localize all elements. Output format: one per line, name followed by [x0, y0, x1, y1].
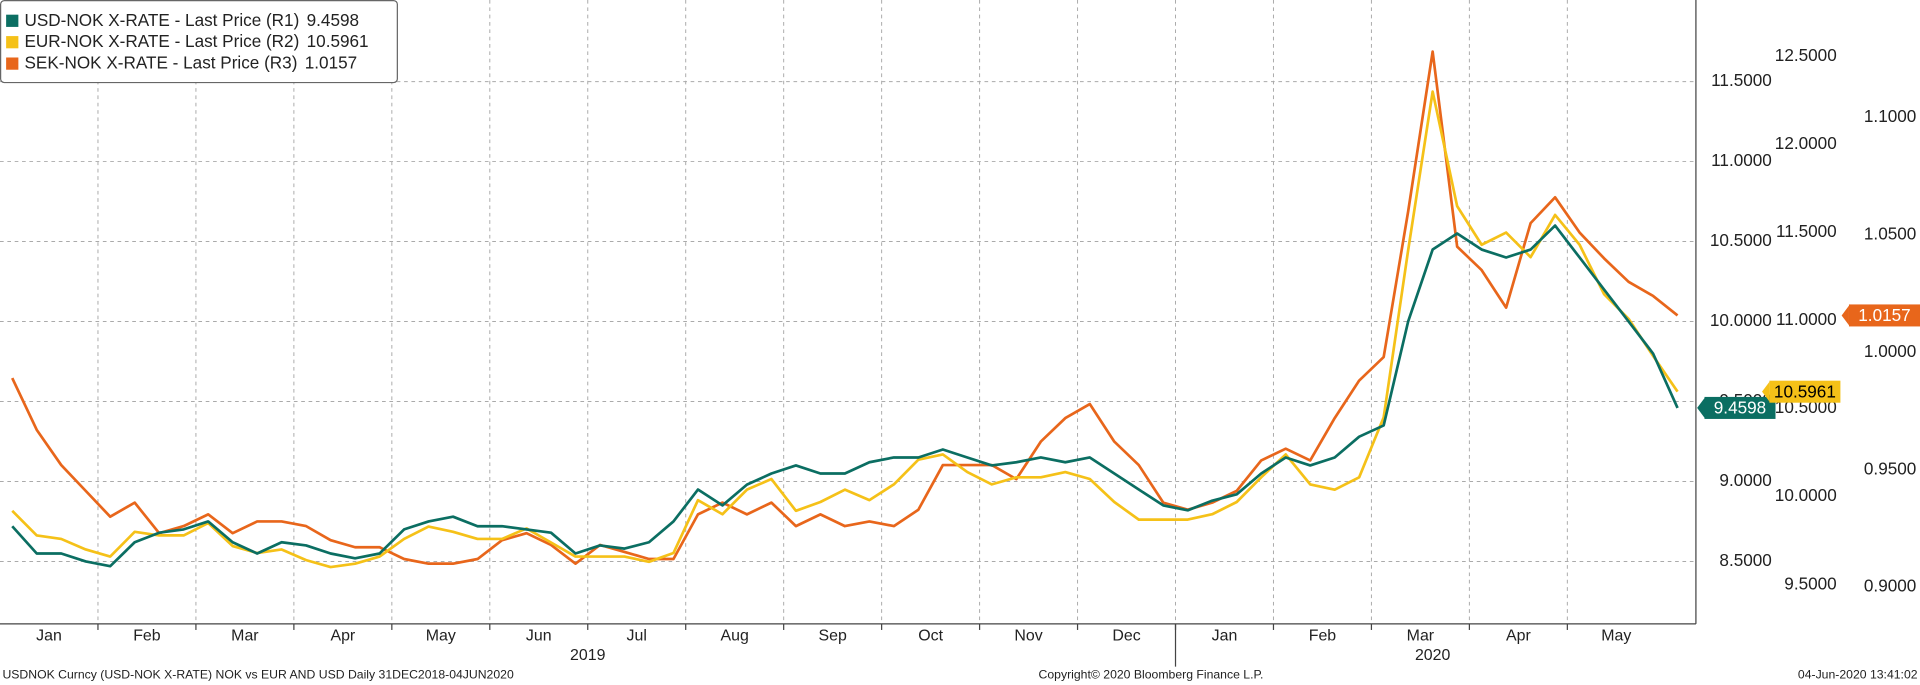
- legend-value: 1.0157: [305, 52, 357, 72]
- x-tick-label: Jan: [36, 627, 62, 644]
- end-label: 1.0157: [1858, 305, 1910, 325]
- x-tick-label: Apr: [330, 627, 355, 644]
- y-tick-label: 0.9500: [1864, 458, 1916, 478]
- x-tick-label: Mar: [231, 627, 259, 644]
- end-label-pointer: [1841, 305, 1849, 326]
- footer-right: 04-Jun-2020 13:41:02: [1798, 667, 1918, 681]
- x-tick-label: Dec: [1112, 627, 1140, 644]
- x-tick-label: May: [426, 627, 456, 644]
- end-label-box: [1769, 380, 1841, 403]
- x-group-label: 2019: [570, 647, 606, 664]
- y-tick-label: 11.0000: [1776, 309, 1837, 329]
- y-tick-label: 11.5000: [1711, 70, 1772, 90]
- x-tick-label: Aug: [721, 627, 749, 644]
- end-label: 10.5961: [1774, 381, 1836, 401]
- x-group-label: 2020: [1415, 647, 1451, 664]
- legend-swatch: [6, 36, 19, 49]
- y-tick-label: 12.0000: [1775, 133, 1837, 153]
- legend-name: SEK-NOK X-RATE - Last Price (R3): [24, 52, 297, 72]
- y-tick-label: 10.5000: [1710, 230, 1772, 250]
- footer-center: Copyright© 2020 Bloomberg Finance L.P.: [1039, 667, 1264, 681]
- legend-label: EUR-NOK X-RATE - Last Price (R2) 10.5961: [24, 31, 368, 51]
- end-label-box: [1704, 396, 1776, 419]
- end-label-pointer: [1762, 381, 1770, 402]
- y-tick-label: 11.0000: [1711, 150, 1772, 170]
- x-tick-label: Nov: [1014, 627, 1042, 644]
- y-tick-label: 11.5000: [1776, 221, 1837, 241]
- series-line: [11, 50, 1679, 566]
- x-tick-label: Oct: [918, 627, 943, 644]
- legend-name: EUR-NOK X-RATE - Last Price (R2): [24, 31, 299, 51]
- y-tick-label: 1.1000: [1864, 106, 1916, 126]
- x-tick-label: Feb: [133, 627, 161, 644]
- y-tick-label: 1.0500: [1864, 223, 1916, 243]
- y-tick-label: 9.5000: [1784, 573, 1836, 593]
- x-tick-label: Jul: [627, 627, 647, 644]
- legend-value: 9.4598: [307, 9, 359, 29]
- legend-label: SEK-NOK X-RATE - Last Price (R3) 1.0157: [24, 52, 357, 72]
- x-tick-label: Mar: [1407, 627, 1435, 644]
- y-tick-label: 12.5000: [1775, 45, 1837, 65]
- x-tick-label: May: [1601, 627, 1631, 644]
- y-tick-label: 8.5000: [1719, 550, 1771, 570]
- x-tick-label: Jan: [1212, 627, 1238, 644]
- x-tick-label: Sep: [818, 627, 846, 644]
- legend-name: USD-NOK X-RATE - Last Price (R1): [24, 9, 299, 29]
- legend-swatch: [6, 14, 19, 27]
- x-tick-label: Jun: [526, 627, 552, 644]
- y-tick-label: 0.9000: [1864, 576, 1916, 596]
- series-line: [11, 90, 1679, 569]
- x-tick-label: Apr: [1506, 627, 1531, 644]
- series-line: [11, 224, 1679, 568]
- y-tick-label: 10.0000: [1775, 485, 1837, 505]
- legend-box: [0, 0, 398, 84]
- legend-swatch: [6, 57, 19, 70]
- legend-value: 10.5961: [307, 31, 369, 51]
- end-label: 9.4598: [1714, 398, 1766, 418]
- y-tick-label: 9.0000: [1719, 470, 1771, 490]
- x-tick-label: Feb: [1309, 627, 1337, 644]
- end-label-box: [1848, 304, 1920, 327]
- legend: USD-NOK X-RATE - Last Price (R1) 9.4598EU…: [0, 0, 398, 84]
- footer-left: USDNOK Curncy (USD-NOK X-RATE) NOK vs EU…: [2, 667, 514, 681]
- y-tick-label: 10.0000: [1710, 310, 1772, 330]
- y-tick-label: 1.0000: [1864, 341, 1916, 361]
- end-label-pointer: [1697, 398, 1705, 418]
- legend-label: USD-NOK X-RATE - Last Price (R1) 9.4598: [24, 9, 359, 29]
